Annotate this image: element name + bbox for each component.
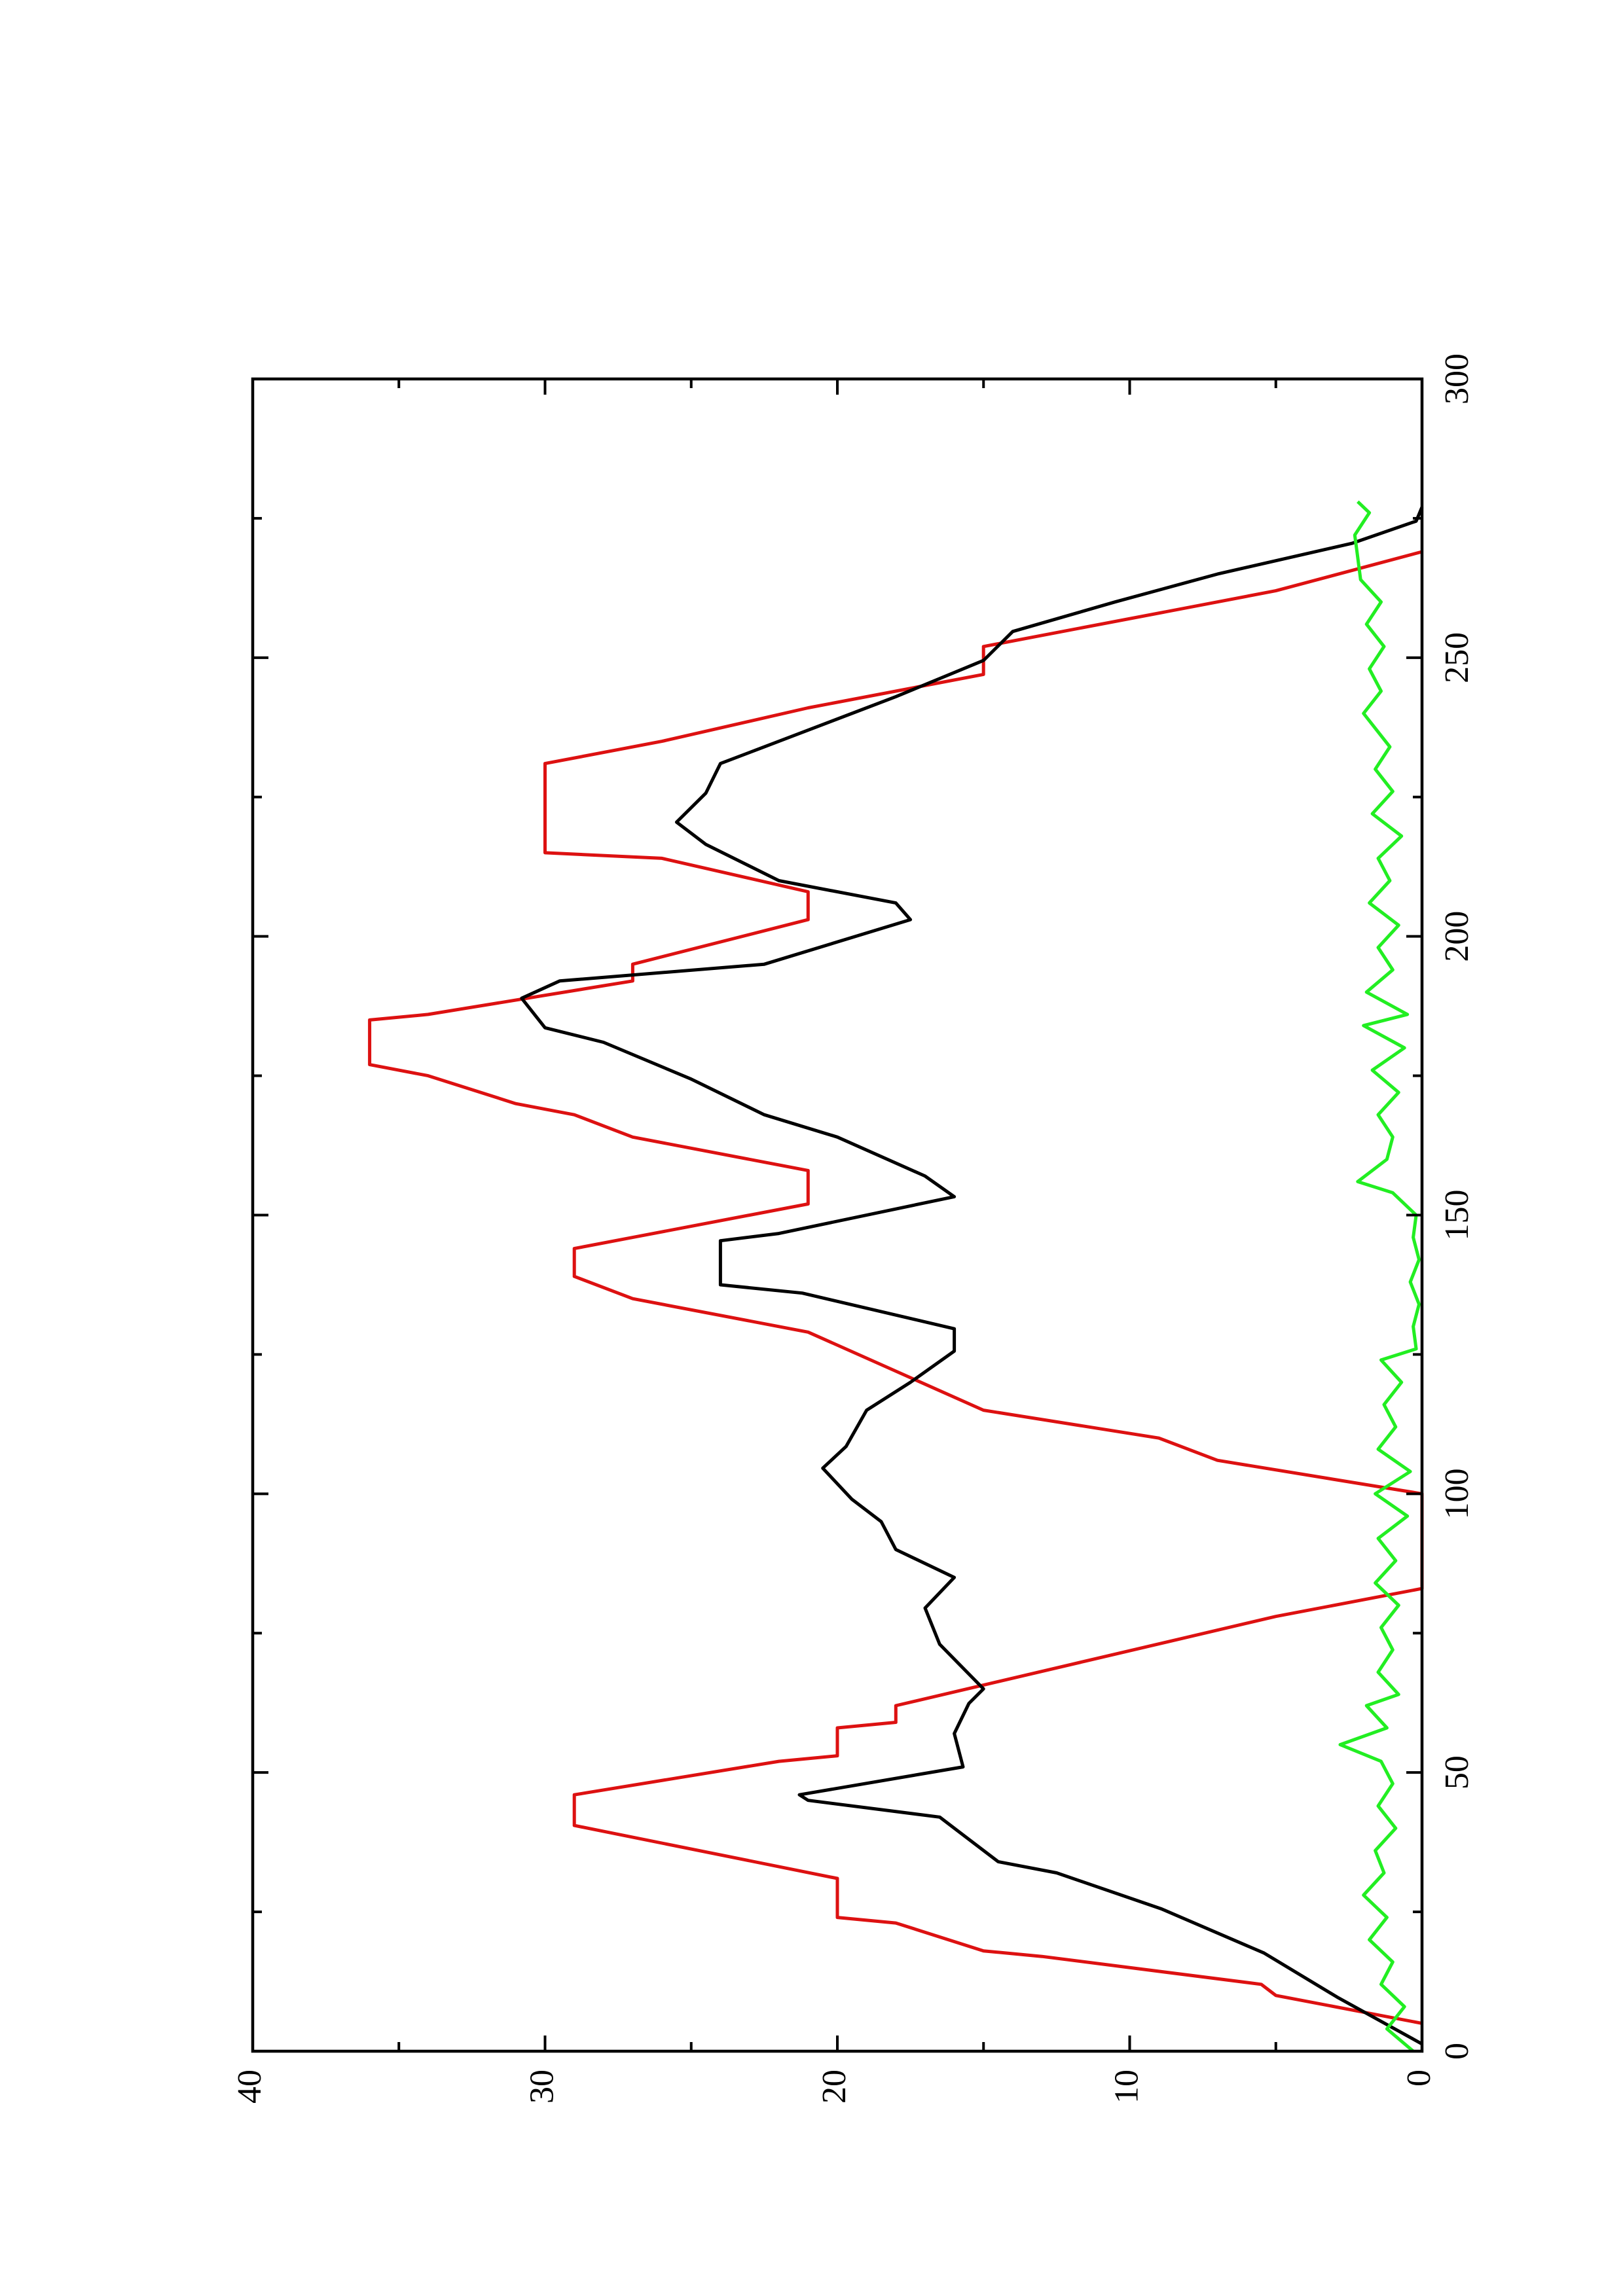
y-tick-label: 40 (231, 2070, 268, 2104)
x-tick-label: 250 (1438, 632, 1476, 683)
x-tick-label: 200 (1438, 911, 1476, 962)
x-tick-label: 150 (1438, 1190, 1476, 1241)
y-tick-label: 20 (816, 2070, 853, 2104)
y-tick-label: 0 (1400, 2070, 1438, 2087)
plot-area: 0 50 100 150 200 250 300 0 10 20 30 40 (231, 353, 1476, 2104)
data-line (520, 506, 1424, 2046)
y-tick-label: 10 (1108, 2070, 1145, 2104)
x-tick-label: 50 (1438, 1755, 1476, 1789)
y-tick-label: 30 (523, 2070, 560, 2104)
plot-frame (251, 377, 1424, 2053)
x-tick-label: 0 (1438, 2043, 1476, 2060)
data-line (368, 550, 1424, 2025)
x-tick-label: 100 (1438, 1468, 1476, 1519)
x-tick-label: 300 (1438, 353, 1476, 404)
data-line (1338, 500, 1421, 2053)
